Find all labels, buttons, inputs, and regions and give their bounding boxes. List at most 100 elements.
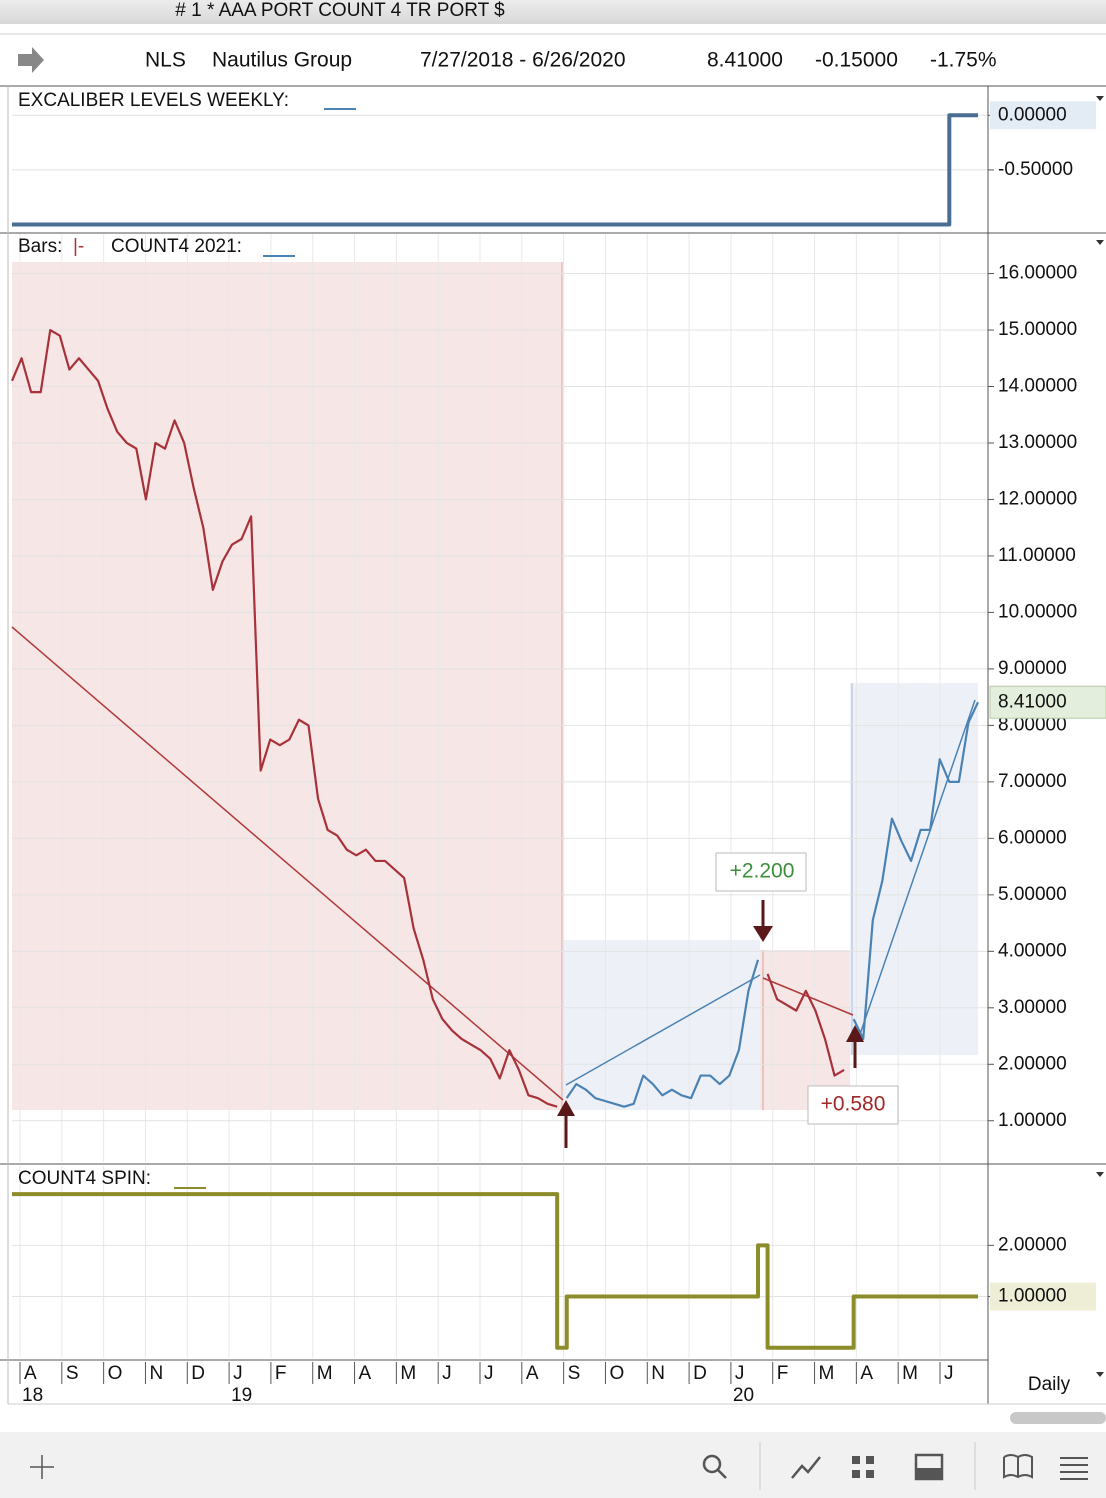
add-button[interactable] [30,1455,54,1479]
entry-arrow-head [557,1100,575,1116]
book-button[interactable] [1003,1454,1033,1479]
y-tick-label: 12.00000 [998,488,1077,509]
y-tick-label: 13.00000 [998,432,1077,453]
month-label: S [568,1363,581,1384]
month-label: A [359,1363,372,1384]
last-price-label: 8.41000 [998,691,1067,712]
month-label: M [400,1363,416,1384]
line-series [565,701,979,1108]
trend-line [565,974,761,1086]
scrollbar[interactable] [1010,1412,1106,1424]
layout-button[interactable] [852,1456,874,1478]
month-label: F [777,1363,789,1384]
annotation-box [807,1085,899,1125]
month-label: J [944,1363,954,1384]
date-range: 7/27/2018 - 6/26/2020 [420,49,626,72]
y-tick-label: 1.00000 [998,1110,1067,1131]
month-label: O [108,1363,123,1384]
search-button[interactable] [702,1454,722,1474]
pane-label: Bars: [18,236,62,257]
menu-button[interactable] [1060,1457,1088,1480]
last-price-box [989,685,1106,719]
year-label: 20 [733,1385,754,1406]
frame [0,85,1106,1404]
company-name: Nautilus Group [212,49,352,72]
zones [12,262,978,1110]
month-label: J [484,1363,494,1384]
y-tick-label: 2.00000 [998,1234,1067,1255]
percent-change: -1.75% [930,49,997,72]
month-label: A [526,1363,539,1384]
y-tick-label: 7.00000 [998,771,1067,792]
y-tick-label: -0.50000 [998,159,1073,180]
title-bar [0,0,1106,24]
trend-lines [11,626,976,1101]
trade-annotation: +2.200 [730,860,795,883]
y-tick-label: 4.00000 [998,940,1067,961]
month-label: M [819,1363,835,1384]
toolbar [0,1432,1106,1498]
month-label: D [191,1363,205,1384]
y-tick-label: 6.00000 [998,827,1067,848]
last-value-box [990,101,1096,130]
line-series [12,1192,978,1350]
pane-label: COUNT4 SPIN: [18,1168,151,1189]
month-label: J [735,1363,745,1384]
month-label: F [275,1363,287,1384]
year-label: 18 [22,1385,43,1406]
grid [12,114,988,1358]
month-label: M [317,1363,333,1384]
month-label: O [609,1363,624,1384]
symbol: NLS [145,49,186,72]
pane-label: COUNT4 2021: [111,236,242,257]
y-tick-label: 10.00000 [998,601,1077,622]
entry-arrow-head [846,1025,864,1042]
pane-menu[interactable] [1096,96,1104,1377]
y-tick-label: 15.00000 [998,319,1077,340]
arrow-icon[interactable] [18,47,44,73]
last-price: 8.41000 [707,49,783,72]
month-label: S [66,1363,79,1384]
month-label: D [693,1363,707,1384]
series [10,113,979,1350]
panel-fill [916,1468,942,1479]
long-zone [563,940,760,1110]
y-tick-label: 11.00000 [998,545,1076,566]
y-tick-label: 3.00000 [998,997,1067,1018]
month-label: J [442,1363,452,1384]
y-tick-label: 8.00000 [998,714,1067,735]
month-label: N [149,1363,163,1384]
month-label: J [233,1363,243,1384]
short-zone [760,950,850,1110]
period[interactable]: Daily [1028,1374,1071,1395]
month-label: N [651,1363,665,1384]
toolbar-dividers [759,1442,976,1490]
line-series [12,113,978,227]
window-title: # 1 * AAA PORT COUNT 4 TR PORT $ [175,0,505,21]
last-value-box [990,1282,1096,1311]
y-tick-label: 5.00000 [998,884,1067,905]
y-tick-label: 16.00000 [998,263,1077,284]
year-label: 19 [231,1385,252,1406]
toolbar-icons [30,1453,1088,1481]
trend-line [11,626,564,1101]
trade-annotation: +0.580 [821,1093,886,1116]
exit-arrow-head [753,926,773,942]
month-label: A [24,1363,37,1384]
search-handle [717,1469,727,1479]
month-label: M [902,1363,918,1384]
y-tick-label: 1.00000 [998,1286,1067,1307]
y-tick-label: 9.00000 [998,658,1067,679]
draw-button[interactable] [791,1456,821,1479]
y-tick-label: 0.00000 [998,104,1067,125]
line-series [10,328,845,1108]
bars-style: |- [73,236,84,257]
month-label: A [860,1363,873,1384]
y-tick-label: 2.00000 [998,1053,1067,1074]
pane-label: EXCALIBER LEVELS WEEKLY: [18,90,289,111]
trend-line [857,699,976,1041]
long-zone [850,683,978,1055]
price-change: -0.15000 [815,49,898,72]
annotation-box [715,852,807,892]
